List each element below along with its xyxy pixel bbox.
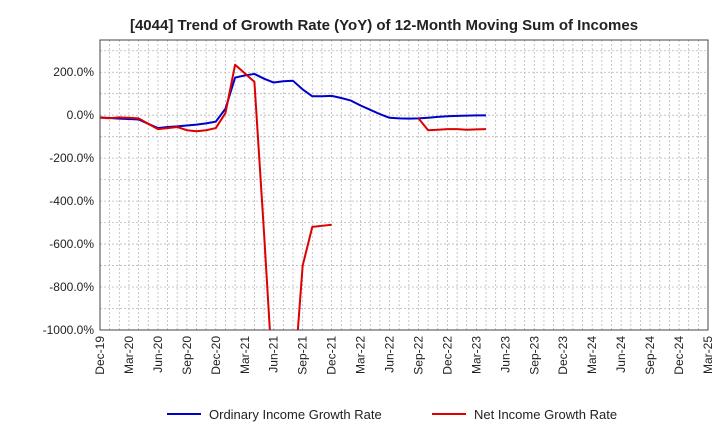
- y-tick-label: 200.0%: [53, 65, 94, 79]
- y-tick-label: -400.0%: [49, 194, 94, 208]
- x-axis: Dec-19 Mar-20 Jun-20 Sep-20 Dec-20 Mar-21 Jun-…: [93, 336, 715, 375]
- legend-label: Net Income Growth Rate: [474, 407, 617, 422]
- legend: Ordinary Income Growth Rate Net Income Gr…: [167, 407, 617, 422]
- x-tick-label: Sep-23: [527, 336, 541, 375]
- x-tick-label: Mar-22: [354, 336, 368, 374]
- net-income-line: [100, 63, 487, 330]
- x-tick-label: Sep-20: [180, 336, 194, 375]
- series-lines: [100, 63, 487, 330]
- chart-title: [4044] Trend of Growth Rate (YoY) of 12-…: [130, 17, 638, 34]
- x-tick-label: Sep-24: [643, 336, 657, 375]
- grid: [100, 40, 708, 330]
- x-tick-label: Jun-23: [498, 336, 512, 373]
- y-tick-label: -800.0%: [49, 280, 94, 294]
- x-tick-label: Jun-22: [383, 336, 397, 373]
- y-tick-label: -1000.0%: [43, 323, 95, 337]
- legend-label: Ordinary Income Growth Rate: [209, 407, 382, 422]
- plot-frame: [99, 39, 709, 331]
- x-tick-label: Dec-24: [672, 336, 686, 375]
- x-tick-label: Dec-20: [209, 336, 223, 375]
- x-tick-label: Dec-21: [325, 336, 339, 375]
- x-tick-label: Mar-24: [585, 336, 599, 374]
- x-tick-label: Jun-20: [151, 336, 165, 373]
- x-tick-label: Jun-21: [267, 336, 281, 373]
- x-tick-label: Sep-21: [296, 336, 310, 375]
- ordinary-income-line: [100, 72, 487, 130]
- x-tick-label: Jun-24: [614, 336, 628, 373]
- y-tick-label: -600.0%: [49, 237, 94, 251]
- x-tick-label: Dec-22: [440, 336, 454, 375]
- y-tick-label: -200.0%: [49, 151, 94, 165]
- x-tick-label: Sep-22: [411, 336, 425, 375]
- x-tick-label: Mar-25: [701, 336, 715, 374]
- x-tick-label: Dec-19: [93, 336, 107, 375]
- y-axis: 200.0% 0.0% -200.0% -400.0% -600.0% -800.0% -1…: [43, 65, 95, 337]
- x-tick-label: Mar-21: [238, 336, 252, 374]
- y-tick-label: 0.0%: [67, 108, 95, 122]
- x-tick-label: Dec-23: [556, 336, 570, 375]
- x-tick-label: Mar-20: [122, 336, 136, 374]
- x-tick-label: Mar-23: [469, 336, 483, 374]
